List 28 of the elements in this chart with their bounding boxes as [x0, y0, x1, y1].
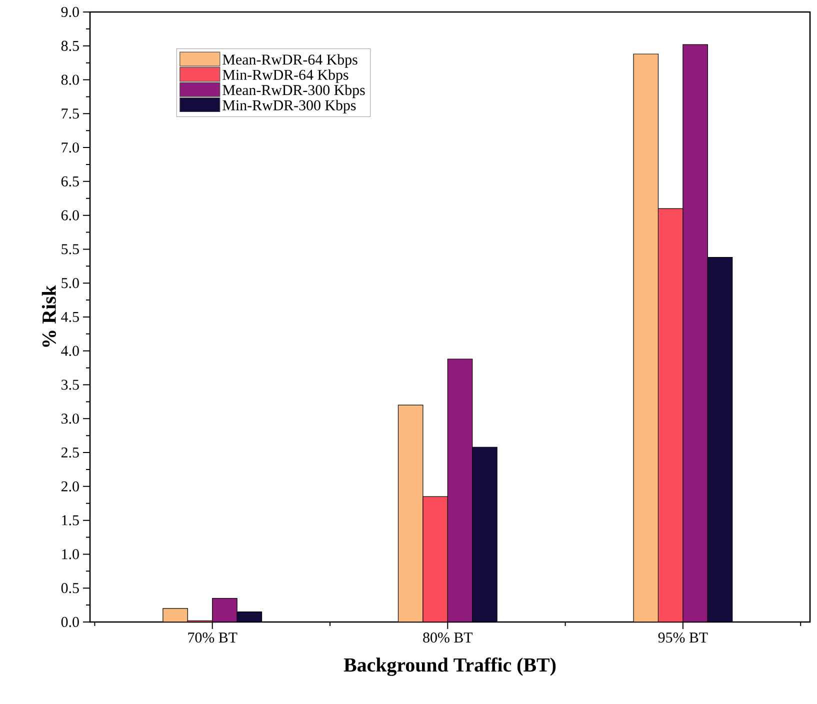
- y-tick-label: 0.0: [61, 616, 79, 628]
- legend-label: Min-RwDR-300 Kbps: [222, 100, 356, 114]
- y-tick-label: 3.5: [62, 380, 79, 390]
- x-tick-label: 70% BT: [188, 632, 238, 643]
- x-tick-label: 95% BT: [658, 632, 708, 643]
- y-tick-label: 1.5: [62, 515, 79, 526]
- legend-label: Min-RwDR-64 Kbps: [222, 69, 348, 83]
- y-tick-label: 5.0: [62, 278, 79, 288]
- y-tick-label: 1.0: [62, 549, 79, 560]
- y-axis-title: % Risk: [42, 285, 56, 347]
- y-tick-label: 6.5: [61, 176, 79, 186]
- y-tick-label: 8.5: [61, 40, 79, 51]
- y-tick-label: 2.5: [61, 447, 79, 458]
- y-tick-label: 8.0: [61, 74, 79, 85]
- x-axis-title: Background Traffic (BT): [344, 657, 556, 676]
- y-tick-label: 0.5: [61, 583, 79, 594]
- y-tick-label: 4.0: [61, 346, 79, 356]
- x-tick-label: 80% BT: [423, 632, 473, 643]
- legend-label: Mean-RwDR-64 Kbps: [222, 54, 358, 68]
- y-tick-label: 7.0: [62, 142, 79, 153]
- y-tick-label: 3.0: [62, 414, 79, 424]
- y-tick-label: 6.0: [61, 210, 79, 220]
- y-tick-label: 7.5: [62, 108, 79, 119]
- y-tick-label: 4.5: [61, 312, 79, 322]
- y-tick-label: 5.5: [62, 244, 79, 254]
- legend-label: Mean-RwDR-300 Kbps: [222, 84, 365, 98]
- y-tick-label: 9.0: [61, 6, 79, 18]
- y-tick-label: 2.0: [61, 481, 79, 492]
